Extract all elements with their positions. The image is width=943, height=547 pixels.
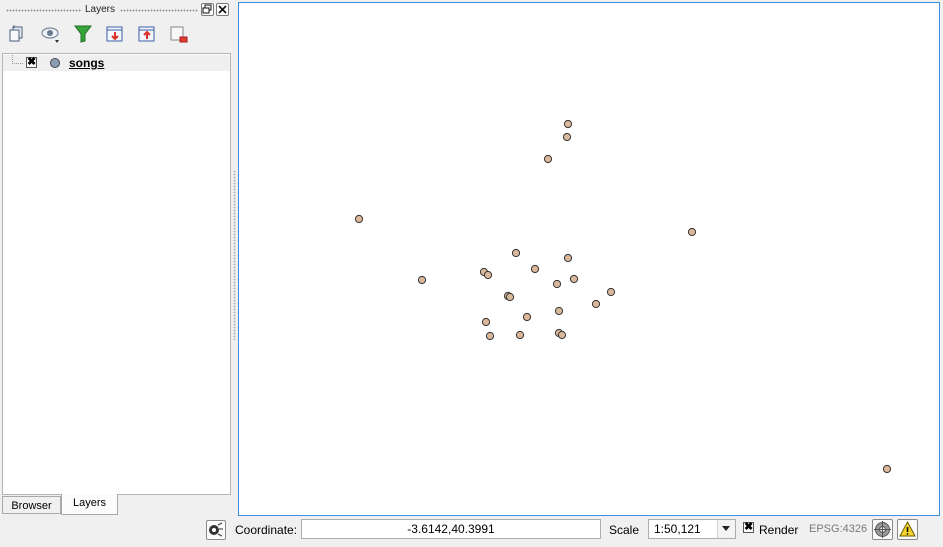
map-canvas[interactable] xyxy=(238,2,940,516)
map-point-feature[interactable] xyxy=(515,330,525,340)
map-point-feature[interactable] xyxy=(505,292,515,302)
scale-value[interactable]: 1:50,121 xyxy=(654,522,701,536)
crs-button[interactable] xyxy=(872,519,893,540)
map-point-feature[interactable] xyxy=(591,299,601,309)
float-panel-button[interactable] xyxy=(201,3,214,16)
map-point-feature[interactable] xyxy=(483,270,493,280)
map-point-feature[interactable] xyxy=(563,119,573,129)
render-checkbox[interactable]: ✖ xyxy=(743,521,754,533)
map-point-feature[interactable] xyxy=(481,317,491,327)
layer-tree[interactable]: ✖ songs xyxy=(2,53,231,495)
add-group-button[interactable] xyxy=(6,23,28,45)
panel-tabs: Browser Layers xyxy=(0,494,233,518)
layers-panel: Layers xyxy=(0,0,233,518)
float-icon xyxy=(202,4,212,14)
scale-combobox[interactable]: 1:50,121 xyxy=(648,519,736,539)
messages-icon xyxy=(209,522,223,537)
map-point-feature[interactable] xyxy=(417,275,427,285)
title-grip-left xyxy=(6,9,82,12)
map-point-feature[interactable] xyxy=(563,253,573,263)
chevron-down-icon xyxy=(722,526,730,531)
map-points-layer xyxy=(354,119,892,474)
filter-button[interactable] xyxy=(72,23,94,45)
scale-dropdown-button[interactable] xyxy=(717,520,735,538)
map-point-feature[interactable] xyxy=(554,306,564,316)
filter-icon xyxy=(74,25,92,43)
panel-splitter-handle[interactable] xyxy=(233,170,236,340)
visibility-icon xyxy=(41,27,59,43)
status-bar: Coordinate: -3.6142,40.3991 Scale 1:50,1… xyxy=(0,518,943,547)
visibility-button[interactable] xyxy=(40,23,62,45)
map-point-feature[interactable] xyxy=(882,464,892,474)
warning-icon xyxy=(899,520,916,537)
scale-label: Scale xyxy=(609,523,640,537)
map-point-feature[interactable] xyxy=(354,214,364,224)
tree-branch-line xyxy=(12,55,23,64)
layer-name[interactable]: songs xyxy=(69,56,105,70)
add-group-icon xyxy=(9,25,23,42)
remove-layer-icon xyxy=(170,26,188,43)
map-point-feature[interactable] xyxy=(530,264,540,274)
collapse-all-button[interactable] xyxy=(136,23,158,45)
title-grip-right xyxy=(120,9,198,12)
projection-globe-icon xyxy=(874,521,891,538)
map-point-feature[interactable] xyxy=(557,330,567,340)
tab-browser[interactable]: Browser xyxy=(2,496,61,514)
layers-panel-titlebar[interactable]: Layers xyxy=(0,1,233,18)
map-point-feature[interactable] xyxy=(485,331,495,341)
map-point-feature[interactable] xyxy=(606,287,616,297)
map-point-feature[interactable] xyxy=(687,227,697,237)
point-symbol-icon xyxy=(50,58,60,68)
map-point-feature[interactable] xyxy=(552,279,562,289)
map-point-feature[interactable] xyxy=(569,274,579,284)
map-point-feature[interactable] xyxy=(511,248,521,258)
coordinate-label: Coordinate: xyxy=(235,523,298,537)
crs-status[interactable]: EPSG:4326 xyxy=(809,523,868,535)
tab-layers[interactable]: Layers xyxy=(61,494,118,515)
layers-toolbar xyxy=(0,20,233,48)
map-point-feature[interactable] xyxy=(543,154,553,164)
expand-all-icon xyxy=(106,26,123,42)
panel-title: Layers xyxy=(84,4,115,15)
render-label: Render xyxy=(759,523,799,537)
map-point-feature[interactable] xyxy=(562,132,572,142)
coordinate-field[interactable]: -3.6142,40.3991 xyxy=(301,519,601,539)
map-point-feature[interactable] xyxy=(522,312,532,322)
layer-item-songs[interactable]: ✖ songs xyxy=(3,55,230,71)
warning-button[interactable] xyxy=(897,519,918,540)
layer-visibility-checkbox[interactable]: ✖ xyxy=(26,56,37,68)
expand-all-button[interactable] xyxy=(104,23,126,45)
close-panel-button[interactable] xyxy=(216,3,229,16)
close-icon xyxy=(218,5,227,14)
remove-layer-button[interactable] xyxy=(168,23,190,45)
collapse-all-icon xyxy=(138,26,155,42)
messages-button[interactable] xyxy=(206,520,226,540)
